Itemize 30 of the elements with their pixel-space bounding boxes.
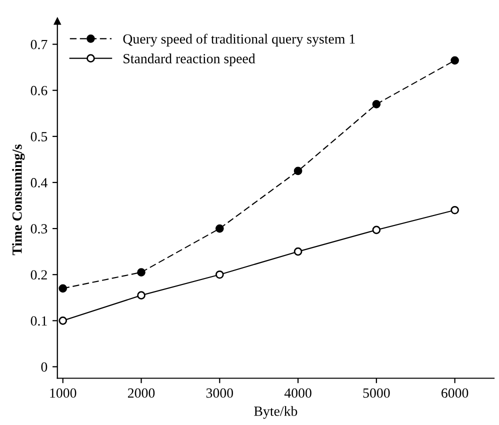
y-tick-label: 0.1 — [30, 316, 47, 326]
y-tick-label: 0.6 — [30, 86, 48, 96]
y-axis-title: Time Consuming/s — [12, 144, 25, 256]
y-tick-label: 0.7 — [30, 40, 48, 50]
point — [372, 100, 381, 108]
point — [137, 268, 146, 276]
y-tick-label: 0 — [41, 362, 48, 372]
point — [58, 316, 68, 325]
y-tick-label: 0.2 — [30, 270, 47, 280]
x-tick-label: 5000 — [363, 388, 390, 398]
legend-label: Query speed of traditional query system 1 — [123, 34, 355, 47]
y-tick-label: 0.4 — [30, 178, 48, 188]
point — [372, 226, 381, 234]
x-tick-label: 6000 — [442, 388, 468, 398]
y-tick-label: 0.3 — [30, 224, 48, 234]
y-tick-label: 0.5 — [30, 132, 48, 142]
point — [215, 270, 224, 279]
x-tick-label: 4000 — [284, 388, 312, 398]
point — [294, 247, 302, 256]
point — [450, 206, 459, 214]
legend-label: Standard reaction speed — [124, 54, 256, 66]
point — [215, 224, 224, 233]
x-tick-label: 3000 — [206, 388, 234, 398]
point — [58, 284, 68, 293]
x-axis-title: Byte/kb — [254, 406, 298, 419]
x-tick-label: 2000 — [128, 388, 155, 398]
point — [450, 56, 459, 65]
point — [294, 166, 302, 176]
x-tick-label: 1000 — [50, 388, 76, 398]
point — [137, 291, 146, 300]
